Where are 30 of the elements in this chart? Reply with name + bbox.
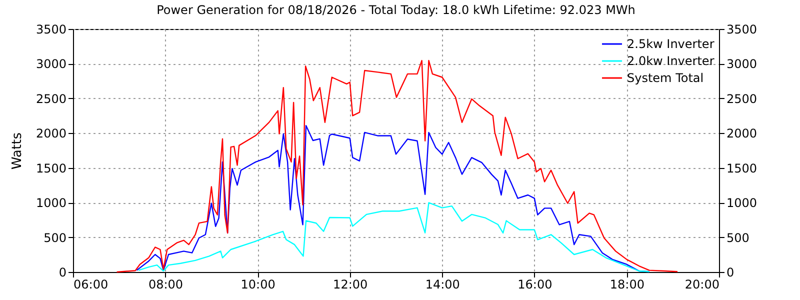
- x-tick-label: 16:00: [518, 278, 552, 292]
- x-tick-label: 14:00: [425, 278, 460, 292]
- y-tick-label: 3000: [36, 57, 66, 72]
- x-tick-label: 20:00: [684, 278, 720, 292]
- x-tick-label: 18:00: [610, 278, 645, 292]
- y-tick-label: 2500: [36, 92, 66, 106]
- y-tick-label: 1500: [36, 161, 66, 176]
- y2-tick-label: 500: [726, 230, 750, 245]
- chart-title: Power Generation for 08/18/2026 - Total Today: 18.0 kWh Lifetime: 92.023 MWh: [156, 3, 636, 17]
- y2-tick-label: 3000: [726, 57, 758, 72]
- x-tick-label: 06:00: [74, 278, 108, 292]
- y-tick-label: 1000: [36, 196, 66, 210]
- y-axis-title: Watts: [10, 132, 25, 170]
- y2-tick-label: 1000: [726, 196, 758, 210]
- line-series: [138, 202, 650, 272]
- y-tick-label: 500: [44, 230, 66, 245]
- legend-label: 2.5kw Inverter: [627, 37, 714, 51]
- y-tick-label: 3500: [36, 22, 66, 36]
- y2-tick-label: 1500: [726, 161, 758, 176]
- x-tick-label: 10:00: [240, 278, 276, 292]
- y2-tick-label: 2500: [726, 92, 758, 106]
- y2-tick-label: 0: [726, 266, 734, 280]
- y-tick-label: 0: [58, 266, 66, 280]
- x-tick-label: 12:00: [333, 278, 368, 292]
- legend-label: 2.0kw Inverter: [627, 54, 714, 68]
- legend-label: System Total: [627, 71, 704, 85]
- y-tick-label: 2000: [36, 126, 66, 141]
- x-tick-label: 08:00: [148, 278, 184, 292]
- y2-tick-label: 3500: [726, 22, 758, 36]
- y2-tick-label: 2000: [726, 126, 758, 141]
